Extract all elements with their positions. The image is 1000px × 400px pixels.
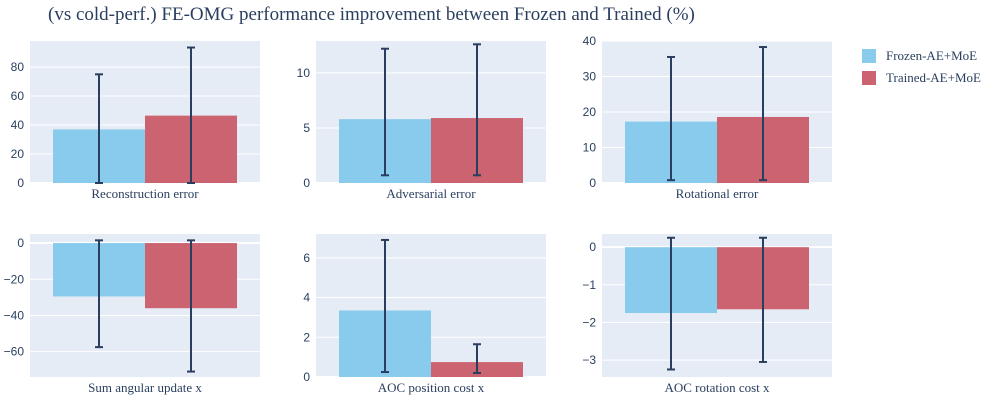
error-bar-frozen: [95, 239, 103, 349]
y-tick-label: 0: [17, 176, 24, 190]
y-tick-label: 40: [11, 118, 25, 132]
y-tick-label: 40: [583, 34, 597, 48]
y-tick-label: −40: [4, 308, 25, 322]
subplot-5: 0 2 4 6 AOC position cost x: [303, 234, 546, 395]
x-axis-label: Rotational error: [676, 186, 759, 201]
y-tick-label: 5: [303, 121, 310, 135]
error-bar-frozen: [667, 236, 675, 371]
x-axis-label: Sum angular update x: [88, 380, 202, 395]
legend: Frozen-AE+MoE Trained-AE+MoE: [862, 46, 981, 90]
legend-swatch-frozen: [862, 49, 876, 63]
y-tick-label: 20: [11, 147, 25, 161]
y-tick-label: 6: [303, 251, 310, 265]
y-tick-label: −60: [4, 345, 25, 359]
error-bar-frozen: [381, 238, 389, 374]
error-bar-trained: [759, 236, 767, 363]
y-tick-label: −3: [582, 353, 596, 367]
error-bar-frozen: [95, 73, 103, 184]
x-axis-label: AOC position cost x: [378, 380, 485, 395]
error-bar-frozen: [667, 55, 675, 182]
subplot-1: 0 20 40 60 80 Reconstruction error: [11, 41, 260, 201]
y-tick-label: 60: [11, 89, 25, 103]
y-tick-label: 4: [303, 291, 310, 305]
error-bar-trained: [759, 46, 767, 182]
y-tick-label: 0: [17, 236, 24, 250]
subplot-4: 0 −20 −40 −60 Sum angular update x: [4, 234, 260, 395]
chart-title: (vs cold-perf.) FE-OMG performance impro…: [48, 4, 695, 25]
y-tick-label: −2: [582, 315, 596, 329]
legend-label-frozen: Frozen-AE+MoE: [886, 48, 978, 63]
x-axis-label: Adversarial error: [386, 186, 476, 201]
y-tick-label: 2: [303, 330, 310, 344]
y-tick-label: 80: [11, 60, 25, 74]
y-tick-label: 20: [583, 105, 597, 119]
subplot-2: 0 5 10 Adversarial error: [297, 41, 546, 201]
y-tick-label: 10: [297, 66, 311, 80]
x-axis-label: AOC rotation cost x: [664, 380, 770, 395]
y-tick-label: −1: [582, 278, 596, 292]
y-tick-label: 0: [589, 176, 596, 190]
y-tick-label: −20: [4, 272, 25, 286]
error-bar-trained: [187, 239, 195, 373]
x-axis-label: Reconstruction error: [91, 186, 199, 201]
legend-label-trained: Trained-AE+MoE: [886, 70, 981, 85]
y-tick-label: 0: [589, 240, 596, 254]
y-tick-label: 0: [303, 176, 310, 190]
error-bar-frozen: [381, 47, 389, 177]
legend-item-frozen[interactable]: Frozen-AE+MoE: [862, 46, 981, 66]
error-bar-trained: [473, 43, 481, 177]
error-bar-trained: [187, 46, 195, 184]
legend-swatch-trained: [862, 71, 876, 85]
subplot-6: 0 −1 −2 −3 AOC rotation cost x: [582, 234, 832, 395]
y-tick-label: 30: [583, 70, 597, 84]
y-tick-label: 0: [303, 370, 310, 384]
y-tick-label: 10: [583, 141, 597, 155]
legend-item-trained[interactable]: Trained-AE+MoE: [862, 68, 981, 88]
error-bar-trained: [473, 343, 481, 375]
subplot-3: 0 10 20 30 40 Rotational error: [583, 34, 832, 201]
